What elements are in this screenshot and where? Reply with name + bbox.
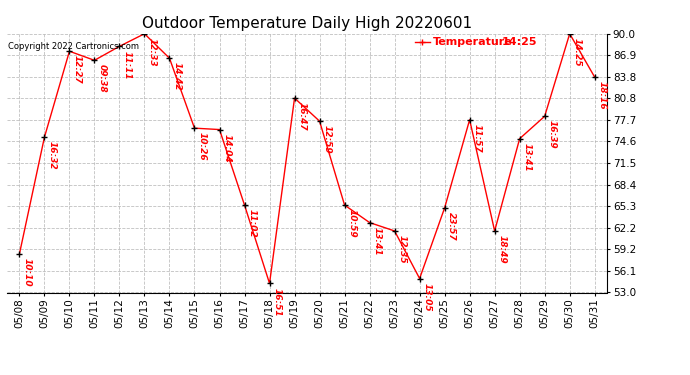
Text: 12:33: 12:33 [147, 38, 156, 66]
Text: 18:16: 18:16 [598, 81, 607, 110]
Text: 16:51: 16:51 [273, 288, 282, 316]
Text: 16:47: 16:47 [297, 102, 306, 131]
Text: 13:41: 13:41 [522, 143, 531, 171]
Text: 16:32: 16:32 [47, 141, 56, 170]
Text: 11:02: 11:02 [247, 209, 256, 238]
Text: 13:05: 13:05 [422, 283, 431, 311]
Text: 14:25: 14:25 [502, 36, 538, 46]
Text: 10:26: 10:26 [197, 132, 206, 161]
Text: 13:41: 13:41 [373, 227, 382, 255]
Text: Temperature: Temperature [433, 36, 513, 46]
Text: 14:25: 14:25 [573, 38, 582, 66]
Text: 14:42: 14:42 [172, 62, 181, 91]
Text: 23:57: 23:57 [447, 212, 456, 241]
Text: 10:10: 10:10 [22, 258, 31, 287]
Text: 12:59: 12:59 [322, 125, 331, 154]
Text: 18:49: 18:49 [497, 235, 506, 264]
Title: Outdoor Temperature Daily High 20220601: Outdoor Temperature Daily High 20220601 [142, 16, 472, 31]
Text: Copyright 2022 Cartronics.com: Copyright 2022 Cartronics.com [8, 42, 139, 51]
Text: 09:38: 09:38 [97, 64, 106, 93]
Text: 11:57: 11:57 [473, 124, 482, 153]
Text: 14:04: 14:04 [222, 134, 231, 162]
Text: 10:59: 10:59 [347, 209, 356, 238]
Text: 16:39: 16:39 [547, 120, 556, 149]
Text: 12:27: 12:27 [72, 56, 81, 84]
Text: 12:35: 12:35 [397, 235, 406, 264]
Text: 11:11: 11:11 [122, 51, 131, 79]
